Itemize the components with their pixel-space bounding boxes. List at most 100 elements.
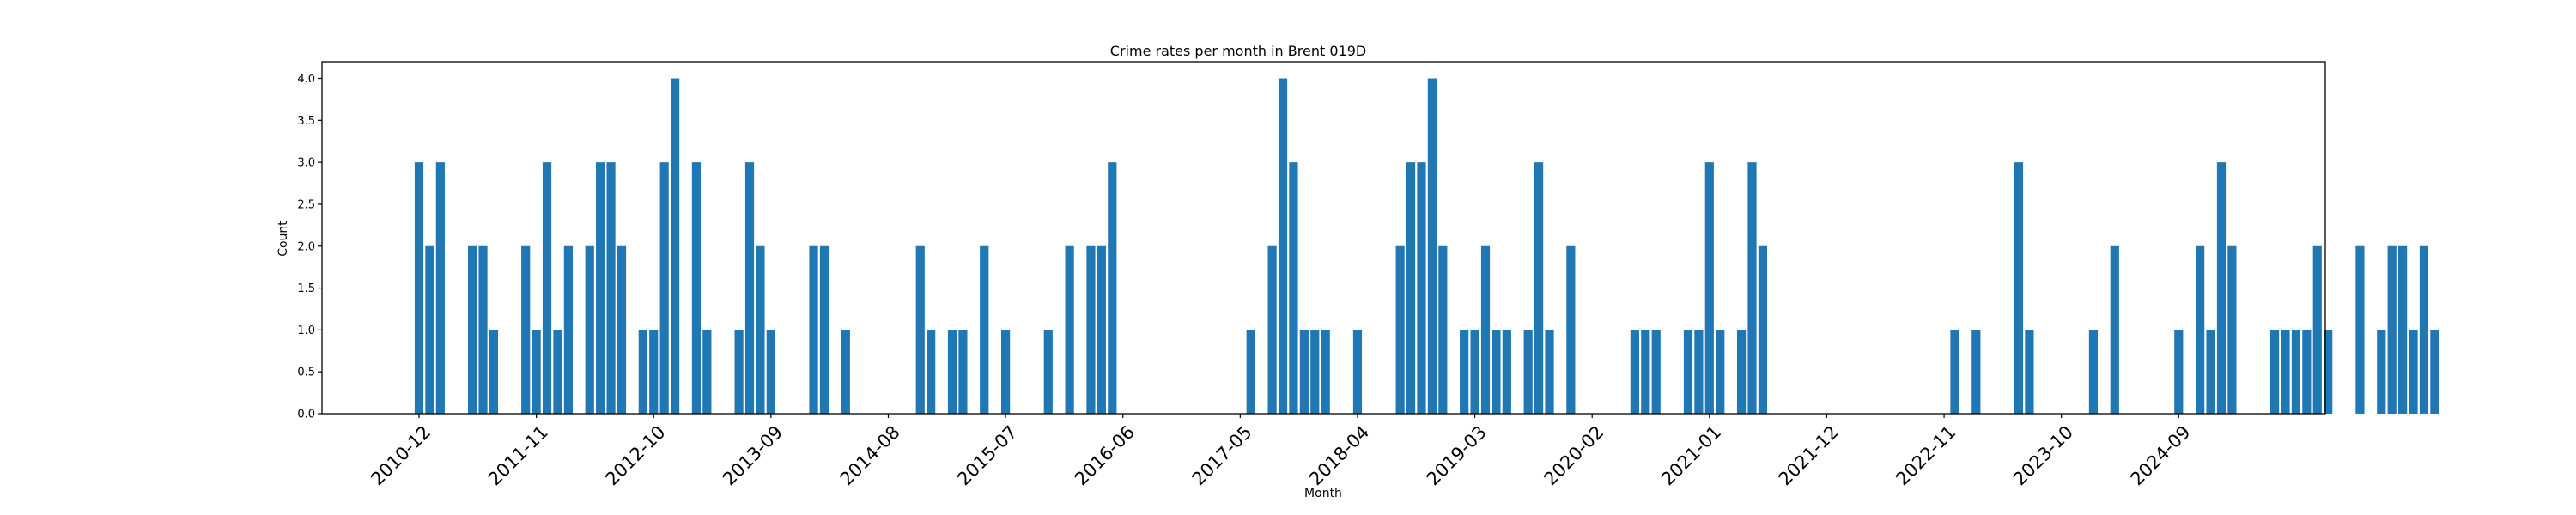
- bar-2017-08: [1267, 245, 1277, 414]
- bar-2026-05: [2387, 245, 2397, 414]
- bar-2021-04: [1736, 330, 1747, 414]
- y-axis-label: Count: [276, 221, 290, 257]
- y-axis: 0.0 0.5 1.0 1.5 2.0 2.5 3.0 3.5 4.0: [297, 73, 322, 421]
- bar-2024-09: [2174, 330, 2184, 414]
- bar-2019-12: [1566, 245, 1576, 414]
- bar-2024-03: [2110, 245, 2119, 414]
- bars: [414, 78, 2439, 415]
- bar-2012-01: [553, 330, 562, 414]
- x-tick-label: 2018-04: [1305, 421, 1373, 489]
- bar-2019-09: [1534, 162, 1544, 414]
- x-tick-label: 2022-11: [1892, 421, 1959, 489]
- bar-2015-07: [1001, 330, 1011, 414]
- bar-2014-11: [915, 245, 925, 414]
- y-tick-label: 3.0: [297, 157, 315, 170]
- bar-2019-10: [1545, 330, 1554, 414]
- bar-2016-05: [1108, 162, 1117, 414]
- y-tick-label: 0.5: [297, 367, 315, 379]
- bar-2024-01: [2088, 330, 2099, 414]
- x-tick-label: 2019-03: [1423, 421, 1491, 489]
- x-tick-label: 2021-12: [1775, 421, 1843, 489]
- x-tick-label: 2021-01: [1657, 421, 1725, 489]
- bar-2012-12: [670, 78, 680, 415]
- bar-2025-10: [2312, 245, 2322, 414]
- x-tick-label: 2014-08: [836, 421, 904, 489]
- bar-2018-12: [1438, 245, 1448, 414]
- x-axis: 2010-12 2011-11 2012-10 2013-09 2014-08 2015-…: [367, 414, 2195, 489]
- y-tick-label: 4.0: [297, 73, 315, 86]
- x-tick-label: 2016-06: [1071, 421, 1139, 489]
- bar-2018-11: [1427, 78, 1437, 415]
- bar-2025-06: [2269, 330, 2280, 414]
- bar-2014-01: [809, 245, 818, 414]
- bar-2015-02: [947, 330, 957, 414]
- bar-2018-04: [1352, 330, 1363, 414]
- x-axis-label: Month: [1304, 487, 1342, 500]
- bar-2020-08: [1651, 330, 1661, 414]
- bar-2012-09: [638, 330, 647, 414]
- x-tick-label: 2013-09: [719, 421, 787, 489]
- bar-2016-04: [1097, 245, 1106, 414]
- bar-2011-06: [478, 245, 488, 414]
- bar-2012-02: [563, 245, 573, 414]
- bar-2014-12: [927, 330, 936, 414]
- bar-2025-07: [2281, 330, 2290, 414]
- bar-2012-11: [659, 162, 669, 414]
- bar-2011-07: [489, 330, 499, 414]
- bar-2026-02: [2355, 245, 2365, 414]
- bar-2020-11: [1683, 330, 1693, 414]
- bar-2026-07: [2409, 330, 2418, 414]
- y-tick-label: 2.0: [297, 240, 315, 253]
- bar-2026-09: [2430, 330, 2439, 414]
- bar-2026-04: [2377, 330, 2386, 414]
- bar-2019-03: [1470, 330, 1479, 414]
- bar-2016-01: [1065, 245, 1074, 414]
- x-tick-label: 2011-11: [484, 421, 552, 489]
- bar-2026-06: [2398, 245, 2408, 414]
- bar-2011-12: [542, 162, 552, 414]
- bar-2013-02: [691, 162, 702, 414]
- bar-2013-03: [702, 330, 712, 414]
- bar-2025-09: [2302, 330, 2312, 414]
- bar-2016-03: [1086, 245, 1096, 414]
- bar-2025-01: [2216, 162, 2227, 414]
- bar-2015-05: [980, 245, 989, 414]
- bar-2018-10: [1417, 162, 1426, 414]
- bar-2019-06: [1502, 330, 1511, 414]
- y-tick-label: 1.0: [297, 324, 315, 337]
- bar-2012-07: [617, 245, 627, 414]
- bar-2011-10: [521, 245, 531, 414]
- bar-2019-04: [1480, 245, 1491, 414]
- bar-2017-09: [1278, 78, 1288, 415]
- bar-2012-06: [606, 162, 616, 414]
- bar-2012-10: [649, 330, 659, 414]
- bar-2023-02: [1971, 330, 1981, 414]
- bar-2026-08: [2419, 245, 2429, 414]
- bar-2020-06: [1630, 330, 1639, 414]
- x-tick-label: 2017-05: [1188, 421, 1256, 489]
- x-tick-label: 2012-10: [602, 421, 670, 489]
- bar-2011-11: [532, 330, 541, 414]
- bar-2023-06: [2014, 162, 2024, 414]
- bar-2021-02: [1716, 330, 1725, 414]
- x-tick-label: 2024-09: [2127, 421, 2195, 489]
- bar-2017-06: [1246, 330, 1255, 414]
- bar-2015-03: [958, 330, 968, 414]
- bar-2015-11: [1043, 330, 1053, 414]
- bar-2019-02: [1460, 330, 1469, 414]
- bar-2017-12: [1310, 330, 1320, 414]
- bar-2014-02: [819, 245, 829, 414]
- bar-2011-01: [425, 245, 434, 414]
- bar-2025-08: [2291, 330, 2301, 414]
- bar-2018-01: [1321, 330, 1330, 414]
- y-tick-label: 0.0: [297, 409, 315, 421]
- bar-2019-05: [1492, 330, 1501, 414]
- bar-2021-06: [1758, 245, 1768, 414]
- bar-2021-05: [1747, 162, 1757, 414]
- chart-title: Crime rates per month in Brent 019D: [1110, 43, 1366, 59]
- bar-2022-12: [1950, 330, 1959, 414]
- x-tick-label: 2023-10: [2009, 421, 2077, 489]
- bar-2011-02: [435, 162, 445, 414]
- bar-2010-12: [414, 162, 424, 414]
- x-tick-label: 2020-02: [1540, 421, 1607, 489]
